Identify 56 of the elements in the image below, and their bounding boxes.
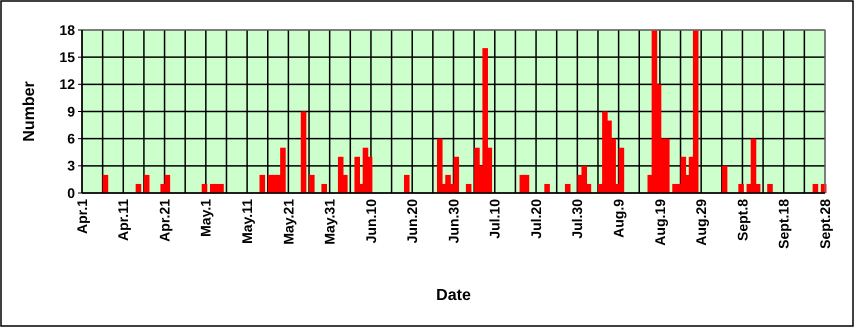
x-tick-label: Apr.1 <box>74 198 90 234</box>
x-tick-label: May.11 <box>239 198 256 244</box>
y-axis-title: Number <box>21 81 38 142</box>
bar <box>354 156 360 193</box>
x-tick-label: May.31 <box>322 198 338 245</box>
bar <box>664 138 670 193</box>
x-tick-label: May.21 <box>280 198 296 245</box>
x-axis-title: Date <box>436 287 471 304</box>
bar <box>544 184 550 193</box>
bar <box>767 184 773 193</box>
x-tick-label: Aug.19 <box>652 198 668 246</box>
bar <box>750 138 756 193</box>
bar <box>618 148 624 193</box>
bar <box>722 166 728 193</box>
bar <box>738 184 744 193</box>
x-tick-label: Jul.30 <box>569 198 586 239</box>
x-tick-label: Aug.9 <box>610 198 627 238</box>
bar <box>136 184 142 193</box>
bar <box>482 48 488 193</box>
bar <box>102 174 108 193</box>
bar <box>524 174 530 193</box>
bar <box>202 184 208 193</box>
x-tick-label: Jul.20 <box>528 198 544 239</box>
y-tick-label: 18 <box>59 22 76 38</box>
x-tick-label: Sept.18 <box>776 198 792 249</box>
bar <box>404 174 410 193</box>
y-tick-label: 6 <box>67 130 76 147</box>
x-tick-label: May.1 <box>198 198 214 237</box>
bar <box>280 148 286 193</box>
bar <box>321 184 327 193</box>
x-tick-label: Apr.21 <box>156 198 172 242</box>
y-tick-label: 0 <box>67 184 76 201</box>
bar <box>218 184 224 193</box>
bar <box>300 112 306 193</box>
bar <box>436 138 443 193</box>
y-tick-label: 9 <box>67 103 76 120</box>
y-tick-label: 12 <box>59 76 76 92</box>
x-tick-label: Jul.10 <box>486 198 503 239</box>
x-tick-label: Sept.8 <box>734 198 750 242</box>
bar <box>812 184 818 193</box>
x-tick-label: Aug.29 <box>693 198 710 246</box>
bar <box>692 30 698 193</box>
y-tick-label: 15 <box>59 49 76 66</box>
y-tick-label: 3 <box>67 158 76 174</box>
bar <box>259 174 266 193</box>
bar <box>466 184 472 193</box>
x-tick-label: Sept.28 <box>816 198 833 249</box>
x-tick-label: Jun.20 <box>404 198 420 244</box>
x-tick-label: Jun.30 <box>445 198 462 244</box>
bar <box>564 184 571 193</box>
bar <box>309 174 315 193</box>
x-tick-label: Jun.10 <box>362 198 379 244</box>
bar <box>144 174 150 193</box>
bar <box>454 156 460 193</box>
bar <box>164 174 170 193</box>
x-tick-label: Apr.11 <box>115 198 132 242</box>
